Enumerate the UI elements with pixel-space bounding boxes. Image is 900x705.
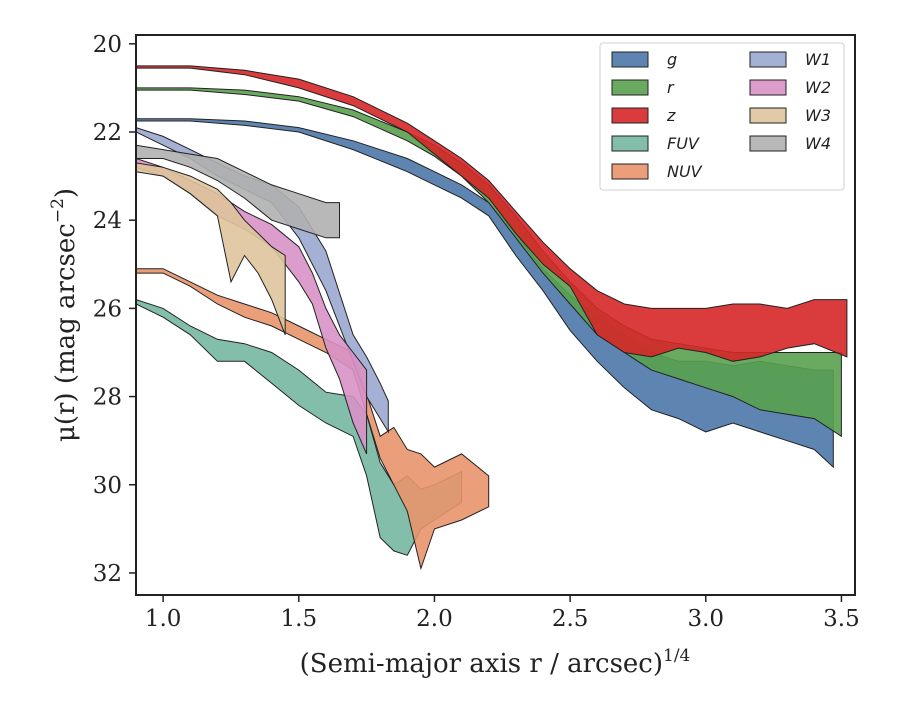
y-tick-label: 22 — [93, 120, 122, 146]
band-g — [136, 118, 834, 469]
legend-label-fuv: FUV — [667, 134, 700, 153]
legend-swatch-w1 — [749, 51, 787, 68]
band-w4 — [136, 144, 340, 239]
series-layer — [136, 65, 848, 571]
y-tick-label: 24 — [93, 208, 122, 234]
y-tick-label: 26 — [93, 296, 122, 322]
y-tick-label: 32 — [93, 561, 122, 587]
x-tick-label: 1.0 — [145, 606, 182, 632]
x-tick-label: 2.0 — [416, 606, 453, 632]
y-tick-label: 28 — [93, 385, 122, 411]
legend-label-g: g — [667, 50, 677, 69]
x-tick-label: 3.0 — [687, 606, 724, 632]
x-axis-title: (Semi-major axis r / arcsec)1/4 — [300, 646, 691, 679]
legend-label-nuv: NUV — [667, 162, 703, 181]
legend-swatch-nuv — [611, 163, 649, 180]
x-axis: 1.0 1.5 2.0 2.5 3.0 3.5 — [145, 595, 860, 632]
legend-swatch-fuv — [611, 135, 649, 152]
band-z — [136, 65, 848, 362]
y-tick-label: 30 — [93, 473, 122, 499]
band-nuv — [136, 268, 490, 571]
plot-frame — [135, 34, 856, 596]
legend-swatch-w3 — [749, 107, 787, 124]
legend-swatch-w4 — [749, 135, 787, 152]
legend-label-w4: W4 — [805, 134, 831, 153]
legend-swatch-r — [611, 79, 649, 96]
legend-label-r: r — [667, 78, 675, 97]
x-tick-label: 3.5 — [823, 606, 860, 632]
legend: grz FUV NUV W1 W2 W3 W4 — [599, 42, 845, 191]
x-tick-label: 2.5 — [552, 606, 589, 632]
legend-swatch-w2 — [749, 79, 787, 96]
legend-label-w2: W2 — [805, 78, 831, 97]
x-tick-label: 1.5 — [281, 606, 318, 632]
legend-label-z: z — [666, 106, 676, 125]
y-tick-label: 20 — [93, 32, 122, 58]
y-axis-title: μ(r) (mag arcsec−2) — [48, 188, 81, 442]
legend-label-w3: W3 — [805, 106, 831, 125]
legend-label-w1: W1 — [805, 50, 831, 69]
band-w3 — [136, 162, 286, 335]
legend-swatch-g — [611, 51, 649, 68]
legend-swatch-z — [611, 107, 649, 124]
y-axis: 20 22 24 26 28 30 32 — [93, 32, 136, 587]
